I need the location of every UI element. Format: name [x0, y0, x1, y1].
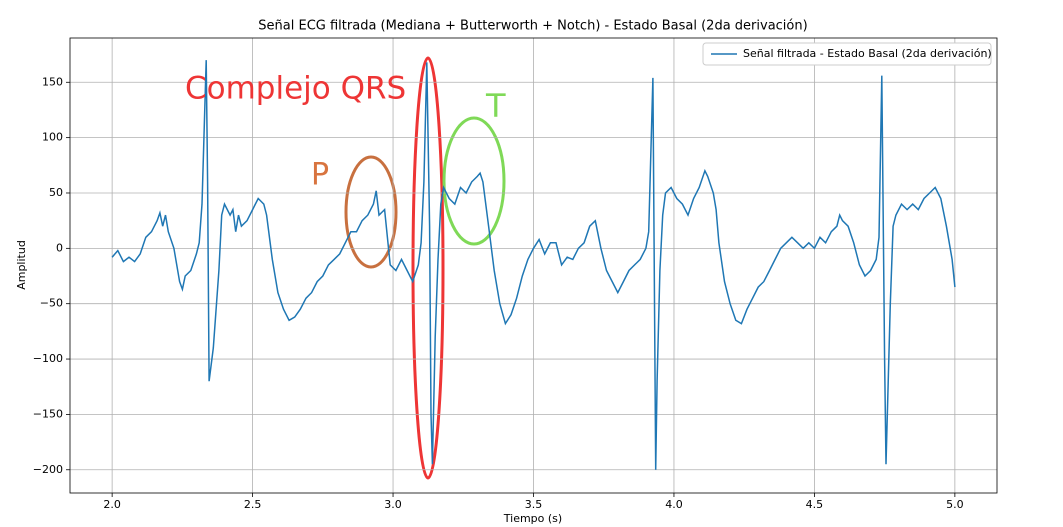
y-tick-label: 150: [42, 75, 63, 88]
qrs-ellipse: [411, 56, 445, 480]
legend-box: [702, 42, 992, 66]
x-tick-label: 4.5: [806, 498, 824, 511]
annotation: P: [311, 158, 329, 193]
x-tick-label: 3.5: [525, 498, 543, 511]
t-ellipse: [442, 116, 506, 246]
legend-label: Señal filtrada - Estado Basal (2da deriv…: [743, 47, 992, 60]
y-tick-label: 100: [42, 131, 63, 144]
x-tick-label: 3.0: [384, 498, 402, 511]
x-tick-label: 5.0: [946, 498, 964, 511]
y-tick-label: −50: [40, 297, 63, 310]
annotation: Complejo QRS: [185, 71, 406, 107]
annotation: T: [485, 87, 506, 125]
series-line: [111, 60, 956, 470]
p-ellipse: [344, 155, 398, 269]
x-tick-label: 4.0: [665, 498, 683, 511]
chart-title: Señal ECG filtrada (Mediana + Butterwort…: [258, 19, 807, 34]
plot-frame: [69, 37, 998, 494]
y-tick-label: 50: [49, 186, 63, 199]
y-tick-label: −150: [33, 407, 63, 420]
x-tick-label: 2.0: [103, 498, 121, 511]
y-tick-label: −100: [33, 352, 63, 365]
x-axis-label: Tiempo (s): [503, 512, 562, 525]
x-tick-label: 2.5: [244, 498, 262, 511]
y-tick-label: 0: [56, 241, 63, 254]
y-axis-label: Amplitud: [15, 240, 28, 290]
y-tick-label: −200: [33, 463, 63, 476]
